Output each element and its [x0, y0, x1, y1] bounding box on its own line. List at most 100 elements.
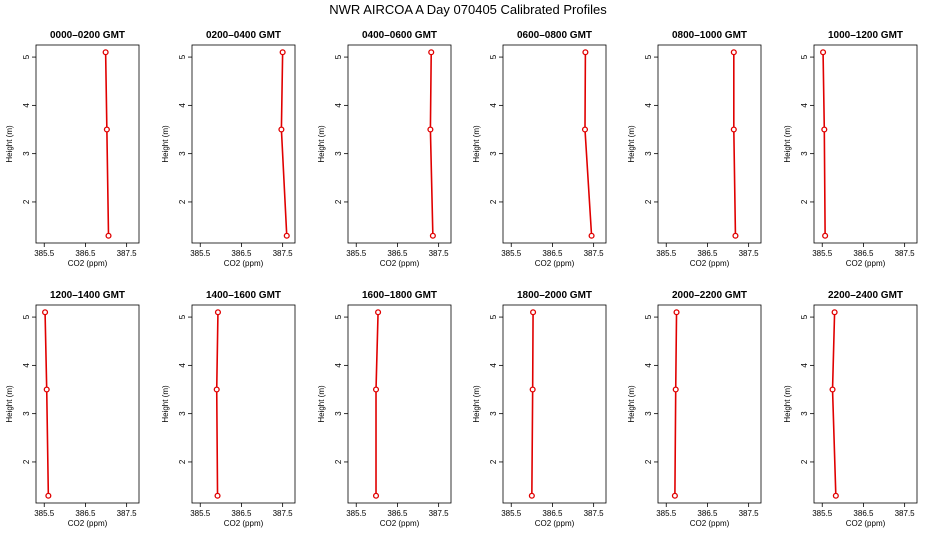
y-axis-label: Height (m)	[472, 385, 481, 423]
x-tick-label: 387.5	[117, 249, 138, 258]
plot-frame	[191, 304, 296, 504]
profile-line	[674, 312, 678, 496]
x-tick-label: 386.5	[387, 509, 408, 518]
y-tick-label: 4	[644, 363, 653, 368]
y-tick-label: 5	[334, 54, 343, 59]
plot-frame	[813, 44, 918, 244]
x-tick-label: 385.5	[190, 509, 211, 518]
y-tick-label: 2	[800, 459, 809, 464]
y-tick-label: 2	[22, 199, 31, 204]
y-tick-label: 2	[178, 459, 187, 464]
data-point	[427, 126, 434, 133]
y-tick-label: 5	[22, 54, 31, 59]
panel-title: 1600–1800 GMT	[362, 290, 437, 301]
y-tick-label: 3	[644, 151, 653, 156]
plot-frame	[191, 44, 296, 244]
data-point	[582, 49, 589, 56]
y-tick-label: 4	[22, 363, 31, 368]
y-tick-label: 3	[334, 151, 343, 156]
panel: 0000–0200 GMT 385.5 386.5 387.5 2 3 4 5 CO2 (ppm…	[5, 30, 140, 268]
panel: 1000–1200 GMT 385.5 386.5 387.5 2 3 4 5 CO2 (ppm…	[783, 30, 918, 268]
panel-title: 1200–1400 GMT	[50, 290, 125, 301]
profile-line	[375, 312, 379, 496]
data-point	[213, 386, 220, 393]
x-tick-label: 387.5	[895, 249, 916, 258]
data-point	[372, 492, 380, 499]
y-tick-label: 2	[644, 459, 653, 464]
x-axis-label: CO2 (ppm)	[380, 259, 420, 268]
x-tick-label: 387.5	[273, 509, 294, 518]
x-tick-label: 385.5	[656, 509, 677, 518]
y-tick-label: 4	[800, 363, 809, 368]
plot-frame	[347, 44, 452, 244]
y-axis-label: Height (m)	[5, 125, 14, 163]
y-axis-label: Height (m)	[627, 385, 636, 423]
y-tick-label: 5	[178, 314, 187, 319]
x-tick-label: 385.5	[346, 249, 367, 258]
y-axis-label: Height (m)	[472, 125, 481, 163]
y-tick-label: 3	[800, 151, 809, 156]
y-tick-label: 2	[334, 459, 343, 464]
y-tick-label: 3	[22, 151, 31, 156]
x-tick-label: 387.5	[429, 509, 450, 518]
y-tick-label: 2	[644, 199, 653, 204]
y-tick-label: 4	[22, 103, 31, 108]
x-tick-label: 386.5	[697, 249, 718, 258]
data-point	[822, 232, 829, 239]
y-tick-label: 2	[800, 199, 809, 204]
y-tick-label: 3	[178, 151, 187, 156]
x-tick-label: 385.5	[812, 509, 833, 518]
profile-line	[280, 52, 288, 236]
panel-grid: 0000–0200 GMT 385.5 386.5 387.5 2 3 4 5 CO2 (ppm…	[5, 30, 918, 528]
x-axis-label: CO2 (ppm)	[68, 519, 108, 528]
y-tick-label: 5	[178, 54, 187, 59]
y-tick-label: 4	[178, 363, 187, 368]
y-tick-label: 3	[644, 411, 653, 416]
y-tick-label: 3	[489, 411, 498, 416]
panel-title: 0400–0600 GMT	[362, 30, 437, 41]
y-tick-label: 2	[489, 459, 498, 464]
y-tick-label: 2	[334, 199, 343, 204]
panel-title: 2000–2200 GMT	[672, 290, 747, 301]
data-point	[529, 386, 536, 393]
data-point	[530, 309, 537, 316]
y-tick-label: 4	[178, 103, 187, 108]
panel: 0800–1000 GMT 385.5 386.5 387.5 2 3 4 5 CO2 (ppm…	[627, 30, 762, 268]
data-point	[428, 49, 435, 56]
data-point	[105, 232, 112, 239]
x-tick-label: 385.5	[34, 509, 55, 518]
data-point	[588, 232, 595, 239]
panel-title: 0200–0400 GMT	[206, 30, 281, 41]
data-point	[372, 386, 380, 393]
panel-title: 0600–0800 GMT	[517, 30, 592, 41]
panel-title: 1400–1600 GMT	[206, 290, 281, 301]
x-axis-label: CO2 (ppm)	[224, 259, 264, 268]
data-point	[103, 126, 110, 133]
x-axis-label: CO2 (ppm)	[68, 259, 108, 268]
y-tick-label: 4	[489, 103, 498, 108]
panel-title: 0000–0200 GMT	[50, 30, 125, 41]
y-axis-label: Height (m)	[161, 125, 170, 163]
data-point	[375, 309, 382, 316]
x-tick-label: 386.5	[542, 509, 563, 518]
data-point	[429, 232, 436, 239]
y-tick-label: 3	[489, 151, 498, 156]
plot-frame	[347, 304, 452, 504]
plot-frame	[813, 304, 918, 504]
x-tick-label: 385.5	[501, 509, 522, 518]
x-tick-label: 386.5	[853, 509, 874, 518]
y-axis-label: Height (m)	[161, 385, 170, 423]
data-point	[829, 386, 836, 393]
x-tick-label: 386.5	[697, 509, 718, 518]
figure-title: NWR AIRCOA A Day 070405 Calibrated Profi…	[329, 2, 607, 17]
x-tick-label: 385.5	[501, 249, 522, 258]
y-axis-label: Height (m)	[783, 125, 792, 163]
x-tick-label: 385.5	[34, 249, 55, 258]
y-tick-label: 5	[644, 314, 653, 319]
y-tick-label: 4	[800, 103, 809, 108]
panel-title: 2200–2400 GMT	[828, 290, 903, 301]
profile-line	[104, 52, 110, 236]
x-tick-label: 386.5	[75, 509, 96, 518]
plot-frame	[35, 304, 140, 504]
plot-frame	[35, 44, 140, 244]
